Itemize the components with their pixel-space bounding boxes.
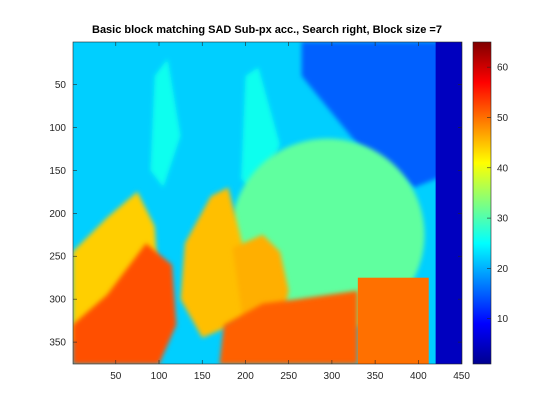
- region-right-box: [358, 278, 429, 365]
- y-tick-label: 150: [49, 166, 66, 177]
- heatmap-regions: [73, 42, 463, 365]
- chart-title: Basic block matching SAD Sub-px acc., Se…: [92, 24, 442, 36]
- disparity-map: [73, 42, 463, 365]
- x-tick-label: 350: [367, 371, 384, 382]
- y-tick-label: 300: [49, 295, 66, 306]
- colorbar: [473, 42, 491, 364]
- y-tick-label: 350: [49, 338, 66, 349]
- x-tick-label: 150: [194, 371, 211, 382]
- colorbar-tick-label: 60: [497, 63, 509, 74]
- region-right-border-band: [436, 42, 463, 365]
- x-tick-label: 100: [151, 371, 168, 382]
- colorbar-tick-label: 40: [497, 163, 509, 174]
- colorbar-tick-label: 10: [497, 314, 509, 325]
- x-tick-label: 300: [324, 371, 341, 382]
- y-tick-label: 100: [49, 123, 66, 134]
- x-tick-label: 50: [110, 371, 122, 382]
- y-tick-label: 50: [55, 80, 67, 91]
- colorbar-tick-label: 50: [497, 113, 509, 124]
- x-tick-label: 450: [453, 371, 470, 382]
- y-tick-label: 200: [49, 209, 66, 220]
- x-tick-label: 200: [237, 371, 254, 382]
- colorbar-tick-label: 30: [497, 214, 509, 225]
- x-tick-label: 400: [410, 371, 427, 382]
- x-tick-label: 250: [280, 371, 297, 382]
- y-tick-label: 250: [49, 252, 66, 263]
- colorbar-tick-label: 20: [497, 264, 509, 275]
